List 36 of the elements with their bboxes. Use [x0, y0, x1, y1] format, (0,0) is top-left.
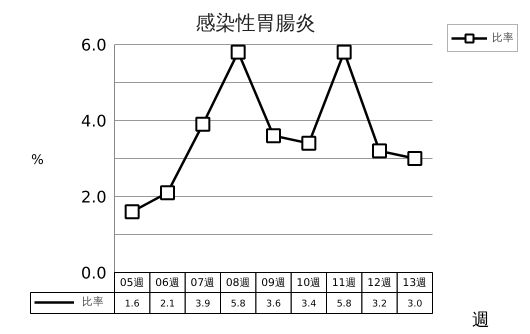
point — [407, 151, 422, 166]
text: 3.6 — [266, 298, 281, 310]
y-tick-label: 4.0 — [81, 112, 107, 130]
x-tick-label: 07週 — [190, 276, 216, 289]
legend-label: 比率 — [492, 31, 514, 45]
x-tick-label: 10週 — [296, 276, 322, 289]
text: 3.4 — [301, 298, 316, 310]
point — [372, 143, 387, 158]
point — [301, 136, 316, 151]
x-tick-label: 09週 — [261, 276, 286, 289]
text: 5.8 — [336, 298, 352, 310]
y-tick-label: 2.0 — [81, 188, 107, 206]
y-tick-label: 0.0 — [81, 264, 107, 282]
x-tick-label: 12週 — [367, 276, 392, 289]
x-tick-label: 11週 — [332, 276, 356, 289]
point — [160, 185, 175, 200]
point — [230, 44, 246, 60]
text: 2.1 — [160, 298, 175, 310]
x-tick-label: 08週 — [226, 276, 250, 289]
point — [266, 128, 281, 144]
text: 1.6 — [124, 298, 140, 310]
y-axis-title: % — [31, 153, 44, 168]
point — [195, 116, 210, 132]
point — [124, 204, 140, 220]
chart-title: 感染性胃腸炎 — [196, 10, 316, 34]
text: 5.8 — [230, 298, 246, 310]
text: 3.2 — [372, 298, 387, 310]
y-tick-label: 6.0 — [81, 36, 107, 54]
x-tick-label: 05週 — [120, 276, 144, 289]
x-axis-title: 週 — [472, 310, 489, 330]
text: 比率 — [82, 295, 104, 308]
text: 3.9 — [195, 298, 210, 310]
x-tick-label: 13週 — [402, 276, 428, 289]
text: 3.0 — [407, 298, 422, 310]
point — [336, 44, 352, 60]
x-tick-label: 06週 — [155, 276, 180, 289]
